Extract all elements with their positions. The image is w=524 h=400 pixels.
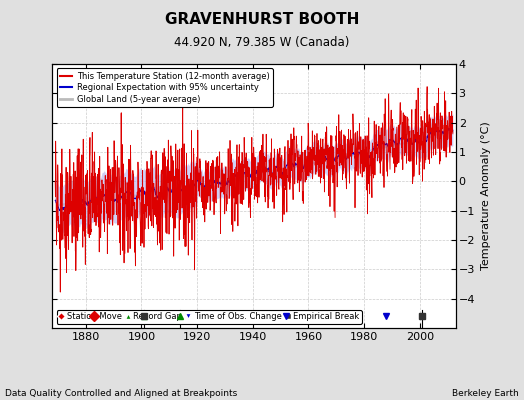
- Y-axis label: Temperature Anomaly (°C): Temperature Anomaly (°C): [481, 122, 490, 270]
- Text: 44.920 N, 79.385 W (Canada): 44.920 N, 79.385 W (Canada): [174, 36, 350, 49]
- Legend: Station Move, Record Gap, Time of Obs. Change, Empirical Break: Station Move, Record Gap, Time of Obs. C…: [57, 310, 362, 324]
- Text: Berkeley Earth: Berkeley Earth: [452, 389, 519, 398]
- Text: Data Quality Controlled and Aligned at Breakpoints: Data Quality Controlled and Aligned at B…: [5, 389, 237, 398]
- Text: GRAVENHURST BOOTH: GRAVENHURST BOOTH: [165, 12, 359, 27]
